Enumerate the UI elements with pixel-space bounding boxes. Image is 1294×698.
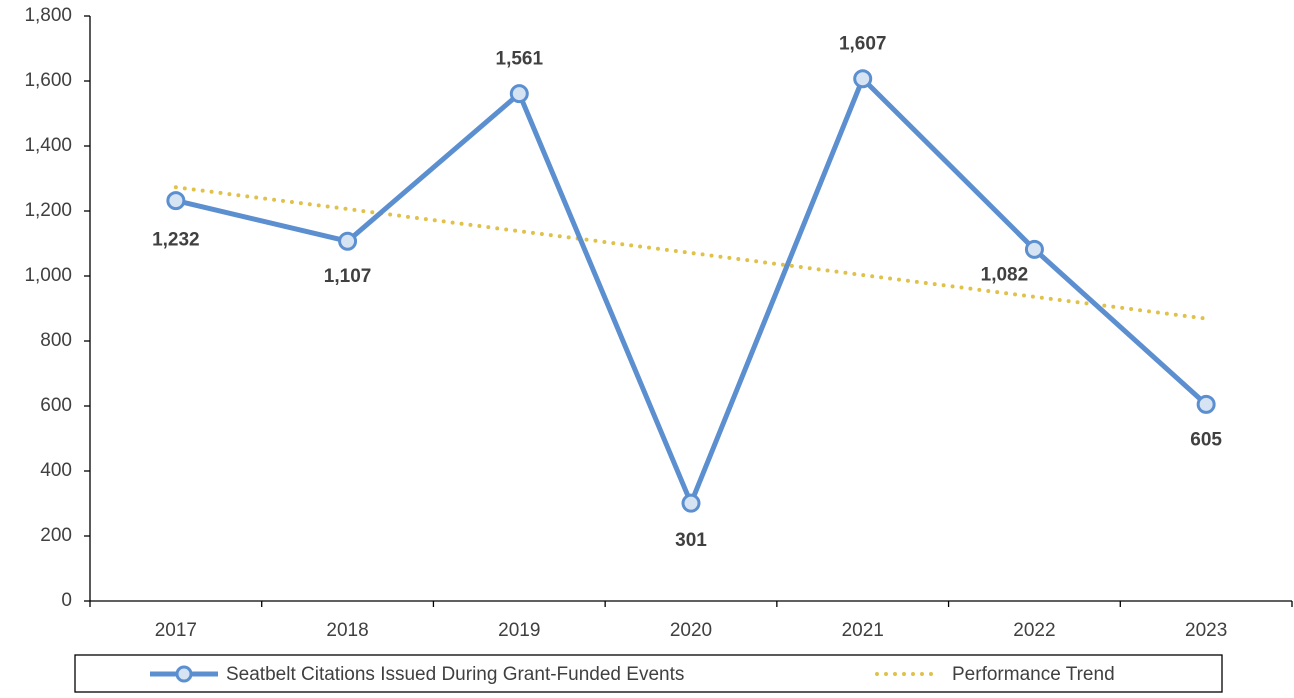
y-tick-label: 1,800 [24,5,72,26]
y-tick-label: 1,600 [24,70,72,91]
x-tick-label: 2017 [155,620,197,641]
x-tick-label: 2022 [1013,620,1055,641]
x-tick-label: 2020 [670,620,712,641]
line-series [173,185,1209,321]
point [1196,394,1216,414]
y-tick-label: 600 [40,395,72,416]
legend-label: Seatbelt Citations Issued During Grant-F… [226,664,684,685]
data-label: 605 [1190,429,1222,450]
legend-box [74,654,1223,693]
x-tick-label: 2023 [1185,620,1227,641]
y-tick-label: 200 [40,525,72,546]
data-label: 1,607 [839,34,887,55]
y-tick-label: 0 [61,590,72,611]
data-label: 301 [675,530,707,551]
data-label: 1,107 [324,266,372,287]
point [509,84,529,104]
x-tick-label: 2021 [842,620,884,641]
point [1024,239,1044,259]
y-tick-label: 800 [40,330,72,351]
y-tick-label: 400 [40,460,72,481]
x-tick-label: 2019 [498,620,540,641]
legend-label: Performance Trend [952,664,1115,685]
point [166,191,186,211]
point [681,493,701,513]
y-tick-label: 1,200 [24,200,72,221]
y-tick-label: 1,400 [24,135,72,156]
point [853,69,873,89]
data-label: 1,082 [981,264,1029,285]
y-tick-label: 1,000 [24,265,72,286]
line-series [173,76,1209,506]
data-label: 1,232 [152,230,200,251]
point [338,231,358,251]
legend-marker [175,665,193,683]
x-tick-label: 2018 [326,620,368,641]
data-label: 1,561 [496,49,544,70]
